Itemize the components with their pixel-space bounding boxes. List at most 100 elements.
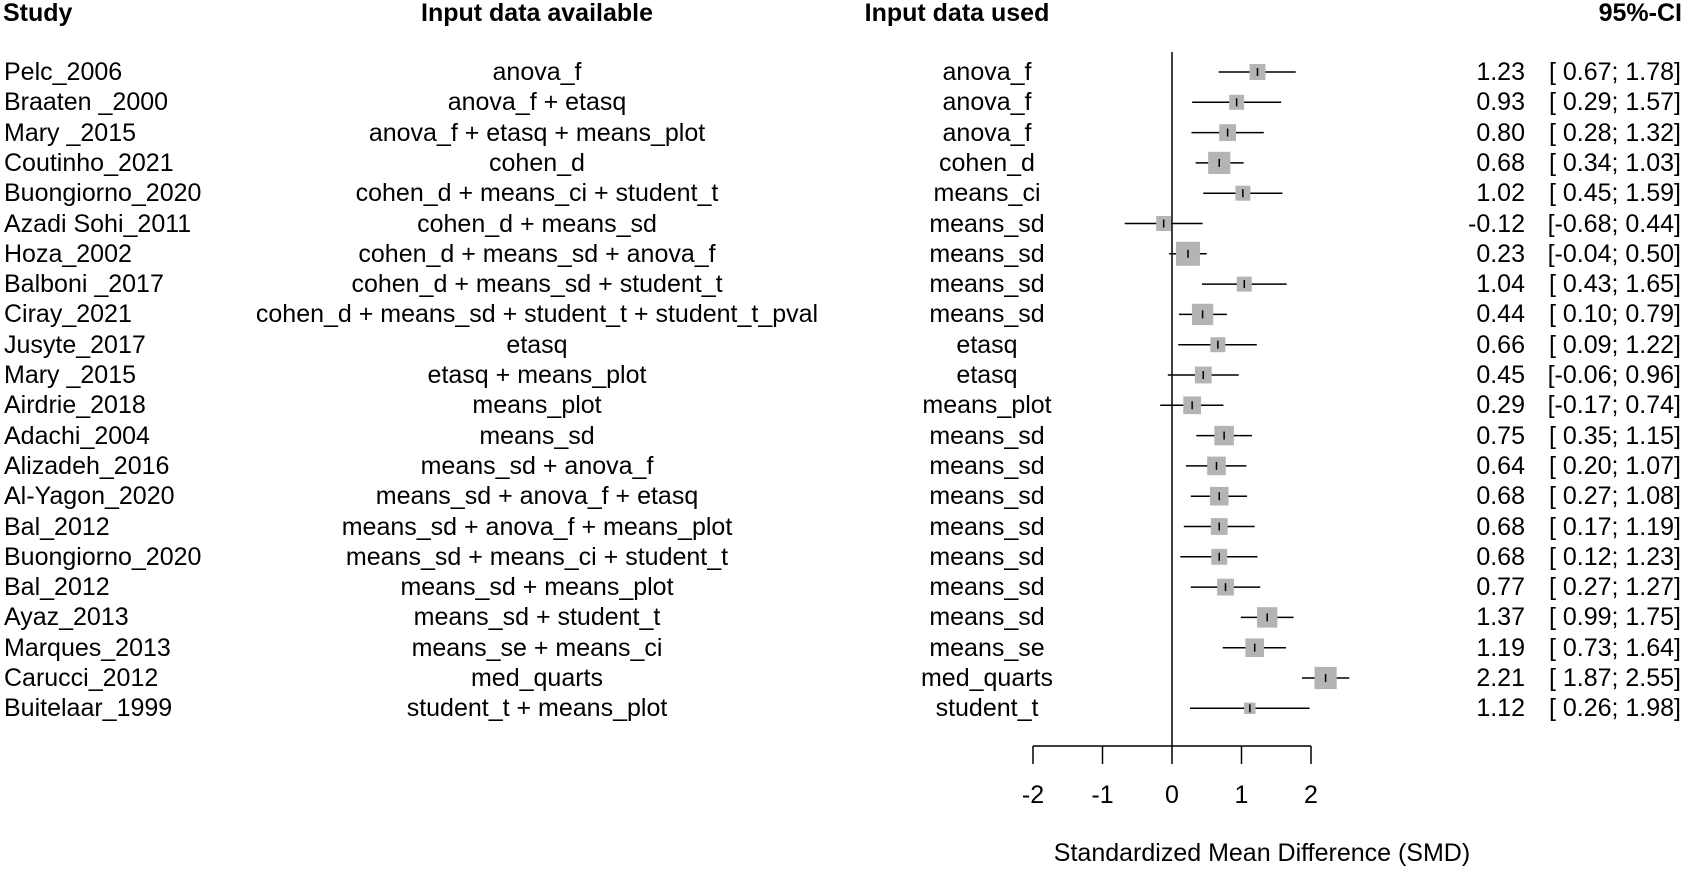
input-used: means_sd: [929, 421, 1045, 450]
estimate-value: 0.68: [1476, 512, 1525, 541]
input-used: anova_f: [942, 58, 1032, 86]
input-available: means_sd + anova_f + means_plot: [341, 512, 733, 541]
ci-value: [ 0.27; 1.08]: [1548, 482, 1681, 511]
study-name: Airdrie_2018: [4, 391, 146, 420]
input-available: means_sd + means_ci + student_t: [345, 542, 729, 571]
ci-value: [-0.17; 0.74]: [1547, 391, 1681, 420]
input-used: means_sd: [929, 573, 1045, 602]
header-ci: 95%-CI: [1598, 0, 1682, 27]
estimate-value: 1.19: [1476, 633, 1525, 662]
ci-value: [ 0.67; 1.78]: [1548, 58, 1681, 86]
estimate-value: 0.68: [1476, 542, 1525, 571]
study-name: Marques_2013: [4, 633, 171, 662]
input-used: means_sd: [929, 209, 1045, 238]
input-available: cohen_d + means_sd + anova_f: [358, 239, 716, 268]
study-name: Alizadeh_2016: [4, 451, 170, 480]
study-name: Jusyte_2017: [4, 330, 146, 359]
input-available: cohen_d + means_sd + student_t + student…: [255, 300, 819, 329]
ci-value: [-0.68; 0.44]: [1547, 209, 1681, 238]
ci-value: [ 0.45; 1.59]: [1548, 179, 1681, 208]
ci-value: [ 0.10; 0.79]: [1548, 300, 1681, 329]
input-available: means_sd + means_plot: [400, 573, 674, 602]
input-used: means_sd: [929, 512, 1045, 541]
study-name: Coutinho_2021: [4, 148, 174, 177]
study-name: Mary _2015: [4, 118, 137, 147]
input-available: anova_f + etasq: [447, 88, 627, 117]
estimate-value: 0.45: [1476, 361, 1525, 389]
estimate-value: 1.23: [1476, 58, 1525, 86]
study-name: Carucci_2012: [4, 664, 159, 692]
study-name: Bal_2012: [4, 573, 110, 602]
x-tick-label: 0: [1165, 781, 1179, 809]
estimate-value: 2.21: [1476, 664, 1525, 692]
estimate-value: 0.44: [1476, 300, 1525, 329]
input-used: means_sd: [929, 451, 1045, 480]
estimate-value: 0.29: [1476, 391, 1525, 420]
input-available: etasq: [506, 330, 568, 359]
input-available: means_sd: [479, 421, 595, 450]
study-name: Balboni _2017: [4, 270, 164, 299]
estimate-value: 0.68: [1476, 482, 1525, 511]
input-available: means_sd + student_t: [413, 603, 661, 632]
input-available: student_t + means_plot: [406, 694, 668, 723]
estimate-value: 0.93: [1476, 88, 1525, 117]
input-used: anova_f: [942, 88, 1032, 117]
ci-value: [ 0.99; 1.75]: [1548, 603, 1681, 632]
study-name: Mary _2015: [4, 361, 137, 389]
input-available: cohen_d + means_sd: [417, 209, 657, 238]
ci-value: [ 0.09; 1.22]: [1548, 330, 1681, 359]
input-used: anova_f: [942, 118, 1032, 147]
study-name: Pelc_2006: [4, 58, 123, 86]
study-name: Hoza_2002: [4, 239, 132, 268]
input-used: means_sd: [929, 603, 1045, 632]
input-available: means_sd + anova_f: [420, 451, 654, 480]
ci-value: [ 0.35; 1.15]: [1548, 421, 1681, 450]
input-available: cohen_d + means_ci + student_t: [355, 179, 719, 208]
study-name: Buitelaar_1999: [4, 694, 173, 723]
input-used: student_t: [935, 694, 1039, 723]
ci-value: [ 0.17; 1.19]: [1548, 512, 1681, 541]
estimate-value: 1.37: [1476, 603, 1525, 632]
estimate-value: 0.64: [1476, 451, 1525, 480]
ci-value: [ 0.27; 1.27]: [1548, 573, 1681, 602]
study-name: Adachi_2004: [4, 421, 150, 450]
ci-value: [ 0.29; 1.57]: [1548, 88, 1681, 117]
x-tick-label: -1: [1091, 781, 1113, 809]
study-name: Ciray_2021: [4, 300, 132, 329]
estimate-value: 0.66: [1476, 330, 1525, 359]
estimate-value: 0.75: [1476, 421, 1525, 450]
estimate-value: 1.12: [1476, 694, 1525, 723]
header-study: Study: [3, 0, 73, 27]
x-tick-label: -2: [1022, 781, 1044, 809]
ci-value: [ 1.87; 2.55]: [1548, 664, 1681, 692]
input-available: means_se + means_ci: [411, 633, 663, 662]
ci-value: [ 0.43; 1.65]: [1548, 270, 1681, 299]
estimate-value: 0.77: [1476, 573, 1525, 602]
estimate-value: 1.02: [1476, 179, 1525, 208]
input-available: med_quarts: [470, 664, 604, 692]
input-used: etasq: [956, 330, 1018, 359]
input-used: med_quarts: [920, 664, 1054, 692]
study-name: Bal_2012: [4, 512, 110, 541]
study-name: Azadi Sohi_2011: [4, 209, 192, 238]
input-available: etasq + means_plot: [427, 361, 647, 389]
input-available: cohen_d + means_sd + student_t: [351, 270, 723, 299]
study-name: Buongiorno_2020: [4, 542, 202, 571]
header-input-available: Input data available: [420, 0, 654, 27]
input-used: means_sd: [929, 482, 1045, 511]
ci-value: [ 0.28; 1.32]: [1548, 118, 1681, 147]
input-used: means_plot: [922, 391, 1052, 420]
input-available: anova_f: [492, 58, 582, 86]
ci-value: [ 0.73; 1.64]: [1548, 633, 1681, 662]
estimate-value: -0.12: [1468, 209, 1525, 238]
estimate-value: 0.68: [1476, 148, 1525, 177]
input-used: means_se: [929, 633, 1045, 662]
header-input-used: Input data used: [864, 0, 1050, 27]
input-available: means_sd + anova_f + etasq: [375, 482, 699, 511]
estimate-value: 0.23: [1476, 239, 1525, 268]
input-used: means_ci: [933, 179, 1041, 208]
input-available: anova_f + etasq + means_plot: [368, 118, 706, 147]
ci-value: [ 0.20; 1.07]: [1548, 451, 1681, 480]
input-available: cohen_d: [489, 148, 585, 177]
input-available: means_plot: [472, 391, 602, 420]
